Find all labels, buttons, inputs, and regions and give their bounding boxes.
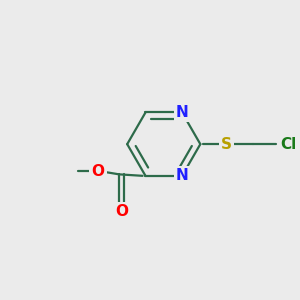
Text: S: S (221, 136, 232, 152)
Text: N: N (176, 105, 188, 120)
Text: O: O (92, 164, 105, 179)
Text: Cl: Cl (280, 136, 296, 152)
Text: O: O (115, 205, 128, 220)
Text: N: N (176, 168, 188, 183)
